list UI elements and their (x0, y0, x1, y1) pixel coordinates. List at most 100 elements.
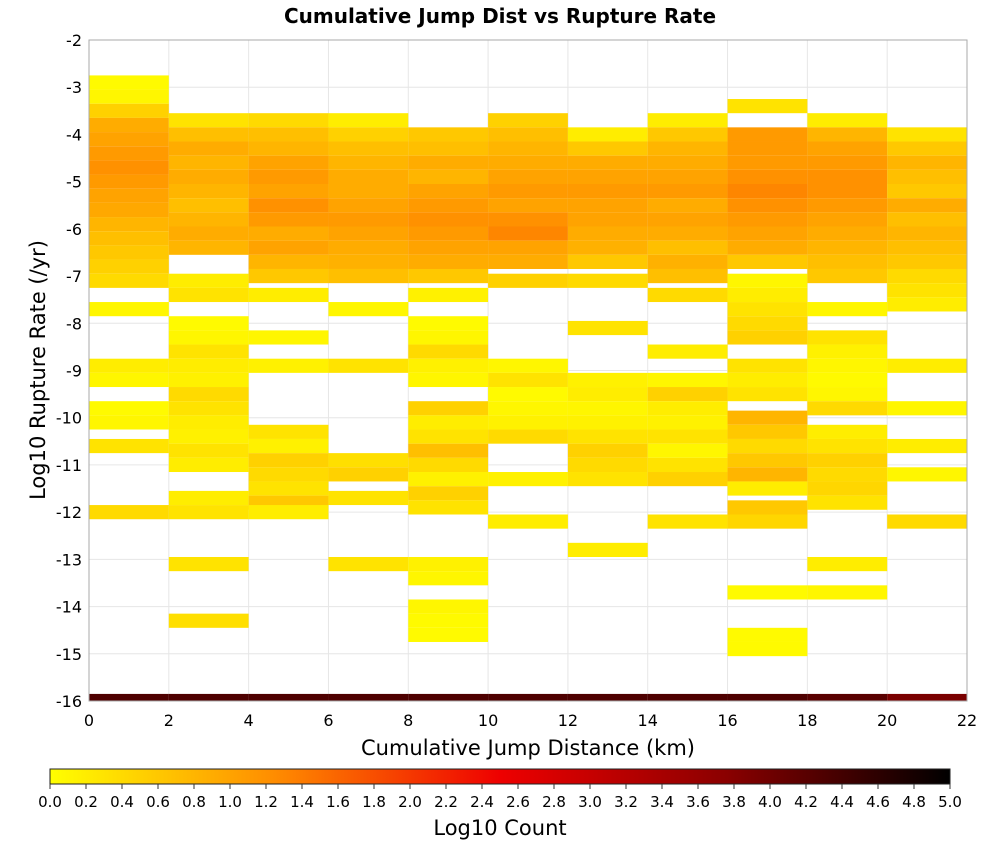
chart-title: Cumulative Jump Dist vs Rupture Rate (284, 4, 716, 28)
heatmap-cell (89, 117, 169, 133)
heatmap-cell (567, 169, 648, 185)
heatmap-cell (727, 514, 808, 529)
heatmap-cell (89, 160, 169, 175)
heatmap-cell (647, 514, 728, 529)
heatmap-cell (248, 198, 329, 213)
heatmap-cell (168, 556, 249, 572)
heatmap-cell (168, 358, 249, 373)
heatmap-cell (647, 429, 728, 444)
heatmap-cell (89, 245, 169, 260)
heatmap-cell (567, 184, 648, 199)
heatmap-cell (168, 273, 249, 288)
heatmap-cell (887, 226, 967, 241)
heatmap-cell (807, 467, 888, 482)
heatmap-cell (647, 155, 728, 170)
heatmap-cell (408, 184, 489, 199)
heatmap-cell (248, 226, 329, 241)
heatmap-cell (727, 287, 808, 303)
heatmap-cell (89, 174, 169, 189)
heatmap-cell (168, 113, 249, 128)
colorbar-tick-labels: 0.0 0.2 0.4 0.6 0.8 1.0 1.2 1.4 1.6 1.8 2.0 2.2 2.4 2… (38, 784, 962, 811)
heatmap-cell (807, 240, 888, 255)
heatmap-cell (647, 457, 728, 473)
heatmap-cell (248, 141, 329, 156)
heatmap-cell-bottom (647, 693, 728, 701)
heatmap-cell (168, 155, 249, 170)
heatmap-cell (89, 202, 169, 218)
heatmap-cell (248, 240, 329, 255)
heatmap-cell (248, 254, 329, 269)
heatmap-cell (488, 240, 568, 255)
heatmap-cell (567, 429, 648, 444)
heatmap-cell (647, 169, 728, 185)
y-tick-label: -14 (56, 598, 82, 617)
heatmap-cell (328, 453, 409, 468)
heatmap-cell (647, 268, 728, 284)
heatmap-cell (248, 113, 329, 128)
heatmap-cell (807, 113, 888, 128)
heatmap-cell (408, 344, 489, 359)
heatmap-cell (807, 453, 888, 468)
colorbar-tick-label: 2.8 (542, 793, 566, 811)
colorbar-tick-label: 1.8 (362, 793, 386, 811)
heatmap-cell (328, 556, 409, 572)
heatmap-cell (408, 500, 489, 515)
y-tick-label: -4 (66, 125, 82, 144)
heatmap-cell (727, 155, 808, 170)
heatmap-cell (887, 401, 967, 416)
heatmap-cell (408, 287, 489, 303)
heatmap-cell (567, 401, 648, 416)
heatmap-cell (168, 330, 249, 345)
heatmap-cell (807, 424, 888, 439)
heatmap-cell (328, 127, 409, 142)
heatmap-cell (408, 443, 489, 458)
heatmap-cell (647, 127, 728, 142)
heatmap-cell (807, 556, 888, 572)
y-tick-label: -5 (66, 173, 82, 192)
heatmap-cell (567, 226, 648, 241)
heatmap-cell (567, 141, 648, 156)
heatmap-cell (807, 198, 888, 213)
heatmap-cell (248, 438, 329, 454)
heatmap-cell (887, 184, 967, 199)
heatmap-cell (647, 287, 728, 303)
colorbar-tick-label: 0.6 (146, 793, 170, 811)
heatmap-cell (408, 155, 489, 170)
heatmap-cell (408, 198, 489, 213)
heatmap-cell (807, 141, 888, 156)
colorbar-tick-label: 2.6 (506, 793, 530, 811)
heatmap-cell (248, 212, 329, 227)
x-tick-label: 2 (164, 711, 174, 730)
y-tick-label: -11 (56, 456, 82, 475)
heatmap-cell (727, 585, 808, 600)
heatmap-cell (488, 141, 568, 156)
colorbar-tick-label: 5.0 (938, 793, 962, 811)
heatmap-cell (168, 401, 249, 416)
colorbar-tick-label: 3.2 (614, 793, 638, 811)
heatmap-cell (647, 212, 728, 227)
heatmap-cell (488, 113, 568, 128)
heatmap-cell (328, 302, 409, 317)
colorbar-tick-label: 3.0 (578, 793, 602, 811)
heatmap-cell (567, 155, 648, 170)
heatmap-cell (647, 401, 728, 416)
heatmap-cell (567, 240, 648, 255)
heatmap-cell (89, 146, 169, 161)
heatmap-cell (807, 495, 888, 510)
heatmap-cell (727, 184, 808, 199)
heatmap-cell (328, 113, 409, 128)
heatmap-cell (488, 198, 568, 213)
heatmap-cell (168, 198, 249, 213)
heatmap-cell (89, 75, 169, 90)
heatmap-cell (727, 198, 808, 213)
heatmap-cell (807, 387, 888, 402)
heatmap-cell (727, 467, 808, 482)
heatmap-cell (248, 424, 329, 439)
heatmap-cell (328, 198, 409, 213)
heatmap-cell (727, 240, 808, 255)
heatmap-cell (168, 212, 249, 227)
x-tick-label: 8 (403, 711, 413, 730)
colorbar-tick-label: 2.2 (434, 793, 458, 811)
heatmap-cell (488, 273, 568, 288)
